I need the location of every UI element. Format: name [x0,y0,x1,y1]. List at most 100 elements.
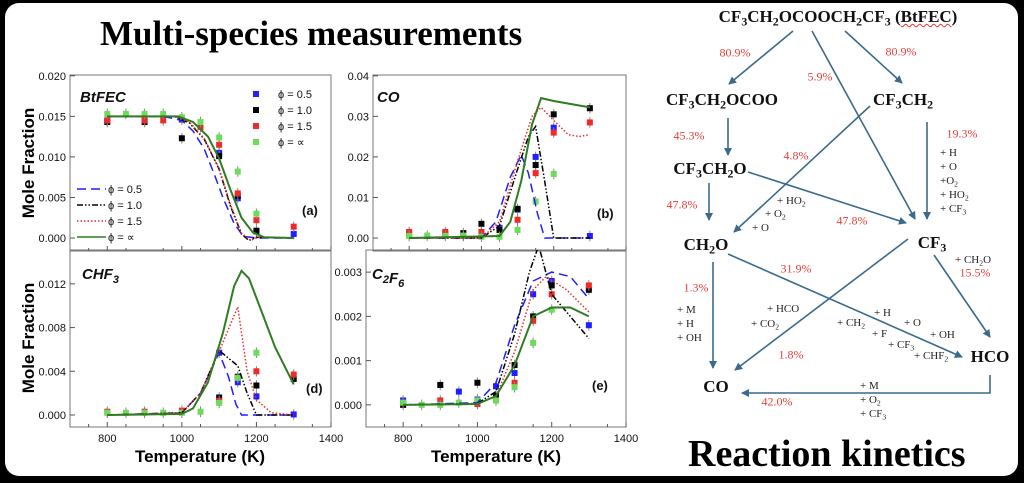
coreactant: + CO2 [751,318,780,332]
data-point-phi-inf [550,170,557,177]
data-point-phi-1-0 [532,162,539,169]
node-cf3ch2ocoo: CF3CH2OCOO [665,90,779,112]
data-point-phi-1-5 [160,117,167,124]
y-tick-label: 0.020 [38,71,66,83]
data-point-phi-inf [104,110,111,117]
data-point-phi-1-0 [550,111,557,118]
data-point-phi-inf [160,110,167,117]
y-tick-label: 0.002 [334,311,362,323]
data-point-phi-inf [460,232,467,239]
data-point-phi-inf [234,374,241,381]
data-point-phi-0-5 [585,322,592,329]
x-tick-label: 1000 [170,433,194,445]
data-point-phi-inf [216,399,223,406]
y-tick-label: 0.02 [348,152,369,164]
arrow-cf3ch2o-to-cf3 [747,171,907,225]
coreactant: + OH [677,332,702,344]
data-point-phi-inf [141,409,148,416]
node-ch2o: CH2O [683,235,729,257]
plot-content [104,108,297,242]
data-point-phi-inf [493,397,499,404]
node-hco: HCO [970,347,1010,366]
coreactant: + CH2O [955,254,992,268]
arrow-cf3-to-hco [933,254,991,338]
model-curve-phi-0-5 [107,350,294,416]
pct-cf3ch2-ch2o: 4.8% [783,148,809,163]
data-point-phi-inf [122,409,129,416]
y-tick-label: 0.04 [348,71,369,83]
pct-cf3-co: 1.8% [778,347,804,362]
data-point-phi-inf [474,397,481,404]
panel-label: (e) [592,378,608,393]
data-point-phi-0-5 [511,370,518,377]
plot-content [104,269,297,420]
x-tick-label: 1000 [465,433,489,445]
data-point-phi-1-5 [290,371,297,378]
species-title: BtFEC [80,89,127,106]
panel-label: (d) [306,381,323,396]
data-point-phi-0-5 [530,291,537,298]
y-tick-label: 0.004 [38,366,66,378]
plot-content [400,250,592,411]
pct-cf3ch2ocoo-cf3ch2o: 45.3% [673,128,705,143]
pct-cf3-hco: 15.5% [959,265,991,280]
y-tick-label: 0.000 [334,400,362,412]
y-tick-label: 0.003 [334,267,362,279]
y-tick-label: 0.015 [38,111,66,123]
data-point-phi-inf [141,110,148,117]
data-point-phi-1-5 [586,119,593,126]
data-point-phi-1-0 [253,382,260,389]
legend-line-label: ϕ = 1.0 [108,200,142,212]
model-curve-phi-inf [403,306,590,406]
heading-reaction-kinetics: Reaction kinetics [688,433,966,475]
node-cf3ch2o: CF3CH2O [673,159,747,181]
data-point-phi-inf [455,399,462,406]
coreactant: +O2 [940,175,958,189]
legend-line-label: ϕ = ∝ [108,232,135,244]
data-point-phi-0-5 [455,388,462,395]
legend-marker-label: ϕ = ∝ [278,137,305,149]
data-point-phi-inf [530,339,537,346]
panel-d: 800 1000 1200 1400 0.000 0.004 0.008 0.012 CHF3 (… [38,249,343,445]
coreactant: + H [940,147,957,159]
legend-marker-phi-1-5 [253,123,259,129]
x-axis-label-right: Temperature (K) [431,447,561,466]
data-point-phi-1-0 [216,153,223,160]
model-curve-phi-inf [409,96,591,239]
coreactant: + M [860,380,879,392]
node-btfec: CF3CH2OCOOCH2CF3 (BtFEC) [718,7,958,29]
legend-marker-phi-0-5 [253,91,259,97]
node-cf3: CF3 [917,233,947,255]
coreactant: + F [872,328,888,340]
coreactant: + O2 [860,394,881,408]
legend-marker-phi-1-0 [253,107,259,113]
data-point-phi-1-0 [496,226,503,233]
legend-line-label: ϕ = 0.5 [108,184,142,196]
model-curve-phi-inf [107,115,294,239]
x-tick-label: 1200 [539,433,563,445]
pct-btfec-cf3ch2: 80.9% [885,44,917,59]
data-point-phi-inf [122,110,129,117]
x-tick-label: 1200 [244,433,268,445]
pct-hco-co: 42.0% [761,394,793,409]
x-tick-label: 1400 [614,433,638,445]
model-curve-phi-0-5 [403,271,590,406]
coreactant: + CF3 [940,203,967,217]
coreactant: + HO2 [777,195,806,209]
node-cf3ch2: CF3CH2 [872,90,934,112]
data-point-phi-0-5 [290,230,297,237]
y-axis-label-top: Mole Fraction [19,108,38,219]
data-point-phi-1-5 [253,368,260,375]
coreactant: + CH2 [837,317,866,331]
legend-marker-phi-inf [253,139,259,145]
coreactant: + O2 [765,208,786,222]
coreactant: + CHF2 [914,350,949,364]
y-tick-label: 0.010 [38,152,66,164]
data-point-phi-1-5 [234,190,241,197]
panel-b: 0.00 0.01 0.02 0.03 0.04 CO (b) [348,71,627,252]
pct-cf3ch2-cf3: 19.3% [946,126,978,141]
coreactant: + O [940,161,957,173]
data-point-phi-inf [406,232,413,239]
y-tick-label: 0.000 [38,410,66,422]
